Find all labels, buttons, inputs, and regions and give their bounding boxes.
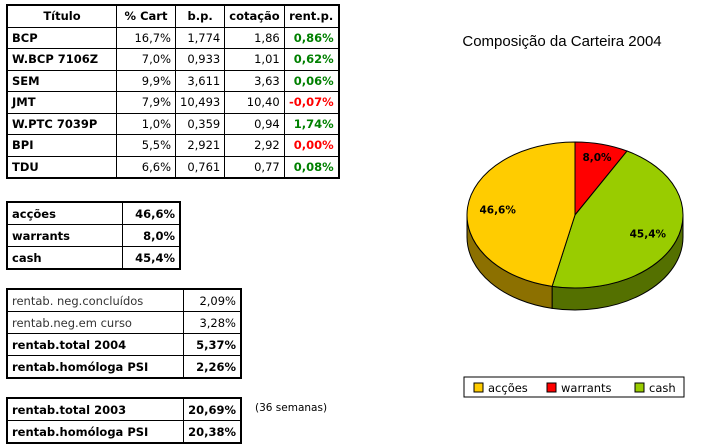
pie-slices: 8,0% 45,4% 46,6% <box>466 141 684 311</box>
return-row: rentab. neg.concluídos 2,09% <box>6 288 242 312</box>
chart-title: Composição da Carteira 2004 <box>462 33 661 50</box>
previous-row: rentab.homóloga PSI 20,38% <box>6 420 242 444</box>
holding-row: W.PTC 7039P 1,0% 0,359 0,94 1,74% <box>6 112 340 135</box>
allocation-row: acções 46,6% <box>6 201 181 225</box>
pie-slice-cash <box>551 150 684 289</box>
legend-swatch <box>634 382 645 393</box>
holding-row: BCP 16,7% 1,774 1,86 0,86% <box>6 26 340 49</box>
header-pct-cart: % Cart <box>116 4 176 28</box>
holding-price: 2,92 <box>224 134 285 157</box>
return-value: 5,37% <box>183 333 242 356</box>
legend-box <box>463 376 685 398</box>
holding-pct: 5,5% <box>116 134 176 157</box>
holdings-header-row: Título % Cart b.p. cotação rent.p. <box>6 4 340 28</box>
holdings-table: Título % Cart b.p. cotação rent.p. BCP 16… <box>6 4 340 179</box>
return-value: 2,26% <box>183 355 242 379</box>
holding-price: 1,01 <box>224 48 285 71</box>
holding-price: 0,77 <box>224 155 285 179</box>
pie-slice-acções <box>466 141 576 287</box>
holding-price: 3,63 <box>224 69 285 92</box>
return-label: rentab.neg.em curso <box>6 311 184 334</box>
holding-price: 10,40 <box>224 91 285 114</box>
allocation-row: warrants 8,0% <box>6 224 181 247</box>
holding-bp: 0,933 <box>174 48 226 71</box>
previous-note: (36 semanas) <box>255 402 328 414</box>
holding-bp: 0,761 <box>174 155 226 179</box>
holding-row: W.BCP 7106Z 7,0% 0,933 1,01 0,62% <box>6 48 340 71</box>
holding-bp: 2,921 <box>174 134 226 157</box>
previous-label: rentab.homóloga PSI <box>6 420 184 444</box>
header-bp: b.p. <box>174 4 226 28</box>
previous-label: rentab.total 2003 <box>6 397 184 421</box>
holding-row: BPI 5,5% 2,921 2,92 0,00% <box>6 134 340 157</box>
return-row: rentab.total 2004 5,37% <box>6 333 242 356</box>
previous-value: 20,38% <box>183 420 242 444</box>
holding-pct: 6,6% <box>116 155 176 179</box>
previous-row: rentab.total 2003 20,69% <box>6 397 242 421</box>
allocation-table: acções 46,6% warrants 8,0% cash 45,4% <box>6 201 181 270</box>
allocation-label: warrants <box>6 224 123 247</box>
allocation-value: 45,4% <box>122 246 181 270</box>
holding-return: -0,07% <box>283 91 340 114</box>
legend-swatch <box>546 382 557 393</box>
header-cotacao: cotação <box>224 4 285 28</box>
holding-row: TDU 6,6% 0,761 0,77 0,08% <box>6 155 340 179</box>
holding-return: 0,08% <box>283 155 340 179</box>
holding-return: 0,86% <box>283 26 340 49</box>
holding-name: SEM <box>6 69 117 92</box>
holding-row: JMT 7,9% 10,493 10,40 -0,07% <box>6 91 340 114</box>
holding-bp: 0,359 <box>174 112 226 135</box>
legend-label: warrants <box>561 381 612 395</box>
returns-table: rentab. neg.concluídos 2,09% rentab.neg.em… <box>6 288 242 379</box>
holding-name: JMT <box>6 91 117 114</box>
pie-data-label: 8,0% <box>582 152 612 164</box>
holding-pct: 9,9% <box>116 69 176 92</box>
pie-data-label: 46,6% <box>479 204 516 216</box>
holding-return: 1,74% <box>283 112 340 135</box>
chart-legend: acções warrants cash <box>463 376 685 398</box>
holding-bp: 1,774 <box>174 26 226 49</box>
holding-pct: 7,9% <box>116 91 176 114</box>
legend-label: acções <box>488 381 528 395</box>
return-value: 2,09% <box>183 288 242 312</box>
previous-value: 20,69% <box>183 397 242 421</box>
holding-bp: 10,493 <box>174 91 226 114</box>
holding-price: 0,94 <box>224 112 285 135</box>
header-titulo: Título <box>6 4 117 28</box>
holding-name: BPI <box>6 134 117 157</box>
allocation-label: acções <box>6 201 123 225</box>
holding-row: SEM 9,9% 3,611 3,63 0,06% <box>6 69 340 92</box>
holding-return: 0,62% <box>283 48 340 71</box>
holding-name: BCP <box>6 26 117 49</box>
allocation-value: 46,6% <box>122 201 181 225</box>
legend-label: cash <box>649 381 676 395</box>
holding-return: 0,00% <box>283 134 340 157</box>
allocation-label: cash <box>6 246 123 270</box>
holding-name: W.BCP 7106Z <box>6 48 117 71</box>
allocation-value: 8,0% <box>122 224 181 247</box>
return-value: 3,28% <box>183 311 242 334</box>
holding-name: W.PTC 7039P <box>6 112 117 135</box>
previous-year-table: rentab.total 2003 20,69% rentab.homóloga P… <box>6 397 242 444</box>
holding-pct: 16,7% <box>116 26 176 49</box>
return-label: rentab.total 2004 <box>6 333 184 356</box>
return-row: rentab.homóloga PSI 2,26% <box>6 355 242 379</box>
holding-bp: 3,611 <box>174 69 226 92</box>
pie-data-label: 45,4% <box>630 228 667 240</box>
holding-return: 0,06% <box>283 69 340 92</box>
holding-pct: 1,0% <box>116 112 176 135</box>
allocation-row: cash 45,4% <box>6 246 181 270</box>
pie-chart: Composição da Carteira 2004 8,0% 45,4% 46,… <box>462 33 685 398</box>
return-label: rentab.homóloga PSI <box>6 355 184 379</box>
header-rent: rent.p. <box>283 4 340 28</box>
holding-pct: 7,0% <box>116 48 176 71</box>
return-row: rentab.neg.em curso 3,28% <box>6 311 242 334</box>
holding-price: 1,86 <box>224 26 285 49</box>
holding-name: TDU <box>6 155 117 179</box>
legend-swatch <box>473 382 484 393</box>
return-label: rentab. neg.concluídos <box>6 288 184 312</box>
